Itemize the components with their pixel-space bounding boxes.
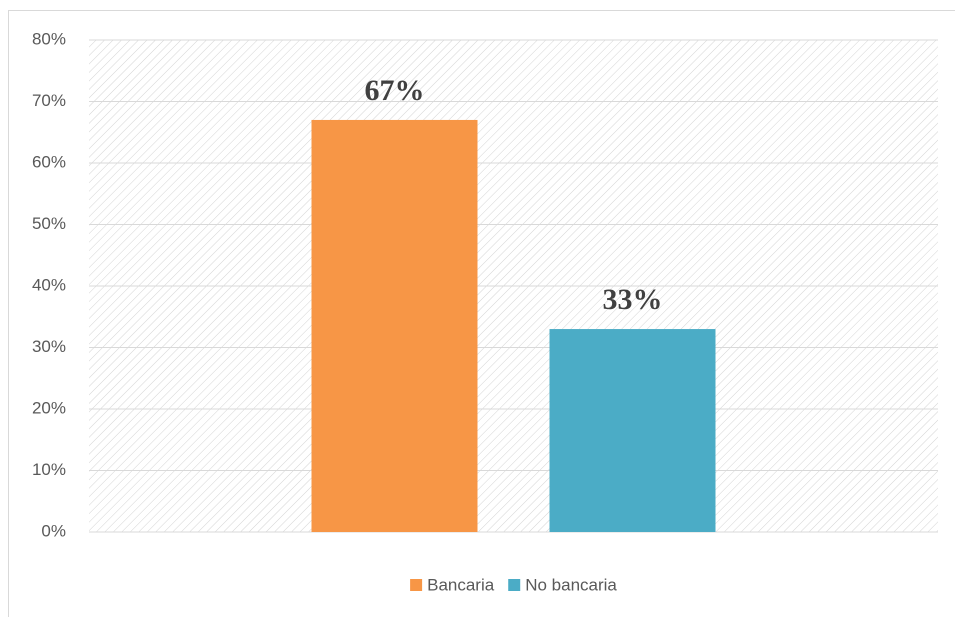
- y-tick-label: 80%: [32, 29, 66, 48]
- data-label: 33%: [603, 283, 663, 316]
- y-tick-label: 20%: [32, 398, 66, 417]
- bar: [549, 329, 716, 532]
- bar: [311, 119, 478, 532]
- legend-label: Bancaria: [427, 575, 495, 594]
- y-tick-label: 50%: [32, 214, 66, 233]
- y-tick-label: 40%: [32, 275, 66, 294]
- legend-swatch: [508, 579, 521, 591]
- y-tick-label: 30%: [32, 337, 66, 356]
- legend-label: No bancaria: [525, 575, 617, 594]
- y-tick-label: 10%: [32, 460, 66, 479]
- data-label: 67%: [365, 74, 425, 107]
- y-tick-label: 0%: [41, 521, 66, 540]
- y-tick-label: 70%: [32, 91, 66, 110]
- legend-swatch: [410, 579, 423, 591]
- y-tick-label: 60%: [32, 152, 66, 171]
